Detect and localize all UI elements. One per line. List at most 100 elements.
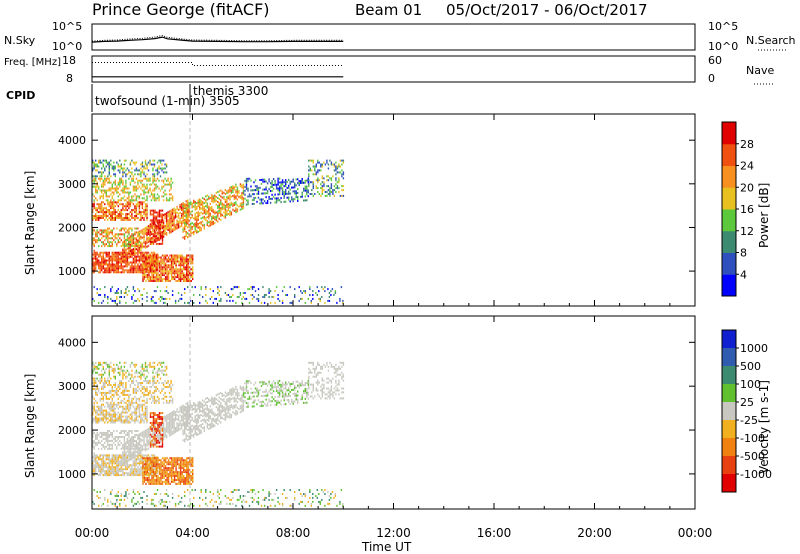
- data-cell: [122, 470, 124, 473]
- data-cell: [167, 225, 169, 228]
- data-cell: [174, 299, 177, 302]
- data-cell: [194, 222, 196, 225]
- data-cell: [123, 261, 126, 264]
- data-cell: [149, 471, 152, 474]
- data-cell: [155, 211, 158, 214]
- data-cell: [96, 419, 98, 422]
- data-cell: [162, 426, 165, 429]
- data-cell: [123, 445, 126, 448]
- data-cell: [286, 186, 288, 189]
- data-cell: [181, 477, 183, 479]
- data-cell: [165, 197, 168, 200]
- data-cell: [113, 207, 115, 210]
- data-cell: [123, 243, 126, 246]
- data-cell: [119, 213, 121, 216]
- data-cell: [147, 447, 150, 450]
- data-cell: [101, 241, 103, 244]
- data-cell: [95, 462, 97, 465]
- data-cell: [95, 460, 97, 463]
- data-cell: [104, 167, 106, 170]
- data-cell: [163, 254, 165, 257]
- data-cell: [165, 226, 168, 228]
- data-cell: [164, 435, 166, 438]
- data-cell: [170, 256, 173, 259]
- data-cell: [122, 243, 124, 246]
- data-cell: [135, 197, 138, 200]
- data-cell: [184, 459, 186, 462]
- data-cell: [146, 203, 148, 206]
- data-cell: [182, 208, 184, 210]
- data-cell: [338, 163, 340, 166]
- data-cell: [102, 159, 104, 162]
- colorbar-segment: [722, 165, 736, 188]
- data-cell: [119, 464, 121, 467]
- data-cell: [105, 466, 107, 469]
- data-cell: [96, 464, 98, 467]
- data-cell: [181, 254, 183, 257]
- data-cell: [320, 194, 322, 197]
- data-cell: [137, 288, 139, 291]
- data-cell: [190, 224, 192, 227]
- data-cell: [102, 261, 104, 264]
- data-cell: [165, 165, 168, 168]
- data-cell: [199, 229, 201, 232]
- data-cell: [166, 482, 168, 485]
- data-cell: [142, 276, 144, 279]
- data-cell: [143, 270, 146, 273]
- data-cell: [336, 185, 339, 188]
- data-cell: [122, 227, 124, 230]
- data-cell: [192, 469, 194, 472]
- data-cell: [125, 405, 127, 408]
- data-cell: [93, 255, 95, 258]
- data-cell: [312, 159, 314, 162]
- data-cell: [165, 227, 168, 230]
- data-cell: [307, 181, 309, 184]
- data-cell: [146, 479, 149, 481]
- data-cell: [162, 221, 165, 224]
- data-cell: [152, 175, 154, 178]
- data-cell: [212, 201, 214, 204]
- data-cell: [161, 272, 164, 275]
- data-cell: [164, 217, 166, 220]
- data-cell: [134, 299, 136, 302]
- data-cell: [125, 466, 127, 469]
- data-cell: [113, 403, 115, 406]
- data-cell: [172, 475, 174, 477]
- data-cell: [163, 268, 165, 271]
- data-cell: [113, 199, 115, 202]
- data-cell: [188, 229, 190, 232]
- data-cell: [179, 482, 182, 485]
- data-cell: [110, 199, 112, 202]
- data-cell: [186, 475, 188, 477]
- data-cell: [114, 235, 116, 238]
- data-cell: [171, 432, 174, 435]
- data-cell: [125, 159, 127, 162]
- data-cell: [181, 262, 183, 265]
- data-cell: [140, 251, 142, 254]
- data-cell: [155, 242, 158, 245]
- data-cell: [329, 159, 331, 162]
- data-cell: [104, 245, 106, 248]
- data-cell: [93, 243, 95, 246]
- data-cell: [92, 265, 94, 268]
- data-cell: [172, 256, 174, 259]
- data-cell: [152, 268, 155, 271]
- data-cell: [95, 231, 97, 234]
- data-cell: [131, 417, 133, 420]
- data-cell: [176, 426, 178, 429]
- data-cell: [180, 405, 183, 408]
- data-cell: [330, 185, 333, 188]
- data-cell: [193, 231, 195, 234]
- data-cell: [92, 253, 94, 256]
- data-cell: [131, 443, 133, 446]
- data-cell: [101, 454, 103, 457]
- data-cell: [160, 256, 162, 259]
- data-cell: [169, 471, 171, 474]
- data-cell: [92, 470, 94, 473]
- data-cell: [114, 407, 116, 410]
- data-cell: [147, 169, 150, 172]
- nsearch-tick-bottom: 10^0: [708, 40, 738, 53]
- data-cell: [152, 459, 155, 462]
- data-cell: [229, 299, 231, 302]
- data-cell: [229, 202, 231, 205]
